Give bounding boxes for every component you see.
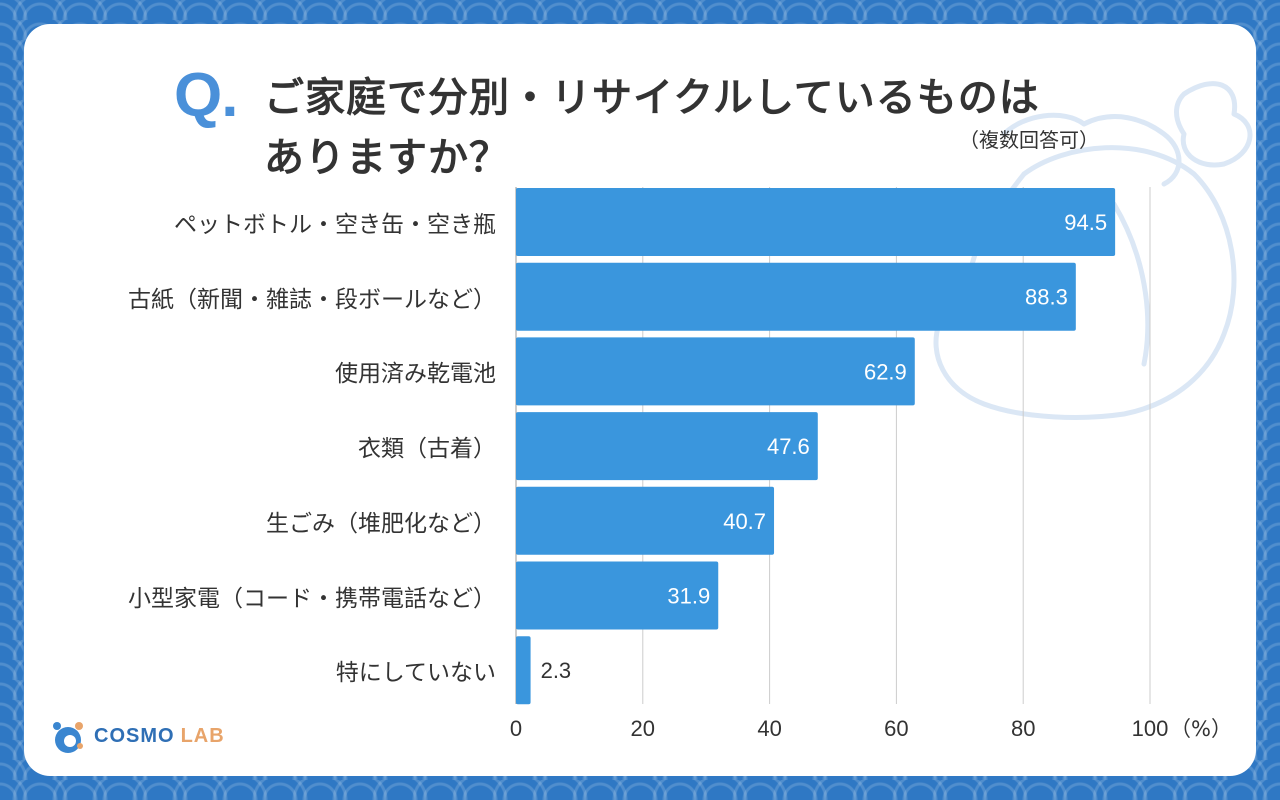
value-label: 62.9 bbox=[864, 359, 907, 384]
category-label: ペットボトル・空き缶・空き瓶 bbox=[174, 212, 496, 238]
category-label: 生ごみ（堆肥化など） bbox=[266, 510, 496, 537]
category-label: 衣類（古着） bbox=[358, 436, 496, 463]
logo-text-cosmo: COSMO bbox=[94, 724, 175, 747]
question-dot: . bbox=[221, 61, 238, 130]
category-label: 使用済み乾電池 bbox=[335, 361, 496, 388]
bar bbox=[516, 561, 719, 630]
page-title: ご家庭で分別・リサイクルしているものは ありますか？ bbox=[264, 68, 1124, 188]
value-label: 2.3 bbox=[541, 658, 572, 683]
x-tick-label: 40 bbox=[757, 716, 781, 741]
category-label: 小型家電（コード・携帯電話など） bbox=[128, 585, 496, 612]
value-label: 88.3 bbox=[1025, 285, 1068, 310]
question-mark-q: Q. bbox=[174, 61, 238, 130]
value-label: 47.6 bbox=[767, 434, 810, 459]
value-label: 31.9 bbox=[667, 584, 710, 609]
multiple-answer-note: （複数回答可） bbox=[959, 128, 1099, 152]
category-label: 古紙（新聞・雑誌・段ボールなど） bbox=[128, 286, 496, 313]
x-tick-label: 60 bbox=[884, 716, 908, 741]
bar bbox=[516, 262, 1076, 331]
bar-chart: 0 20 40 60 80 100 （%） 94.5 88.3 62.9 47.6 40.7 31.9 2… bbox=[510, 187, 1232, 741]
category-label: 特にしていない bbox=[335, 660, 496, 687]
cosmo-lab-logo-icon bbox=[53, 722, 83, 753]
chart-card: Q. ご家庭で分別・リサイクルしているものは ありますか？ （複数回答可） ペッ… bbox=[24, 24, 1256, 776]
title-line-2: ありますか？ bbox=[264, 135, 510, 181]
x-tick-label: 100 bbox=[1132, 716, 1169, 741]
x-tick-label: 0 bbox=[510, 716, 522, 741]
logo-text-lab: LAB bbox=[180, 724, 225, 747]
x-tick-label: 80 bbox=[1011, 716, 1035, 741]
value-label: 94.5 bbox=[1064, 210, 1107, 235]
title-line-1: ご家庭で分別・リサイクルしているものは bbox=[264, 75, 1040, 121]
bar bbox=[516, 412, 818, 481]
bar bbox=[516, 188, 1116, 256]
x-axis-unit: （%） bbox=[1170, 717, 1232, 741]
value-label: 40.7 bbox=[723, 509, 766, 534]
cosmo-lab-logo: COSMO LAB bbox=[48, 716, 225, 756]
bar bbox=[516, 636, 531, 705]
x-tick-label: 20 bbox=[631, 716, 655, 741]
bar bbox=[516, 337, 915, 406]
bar bbox=[516, 486, 775, 555]
